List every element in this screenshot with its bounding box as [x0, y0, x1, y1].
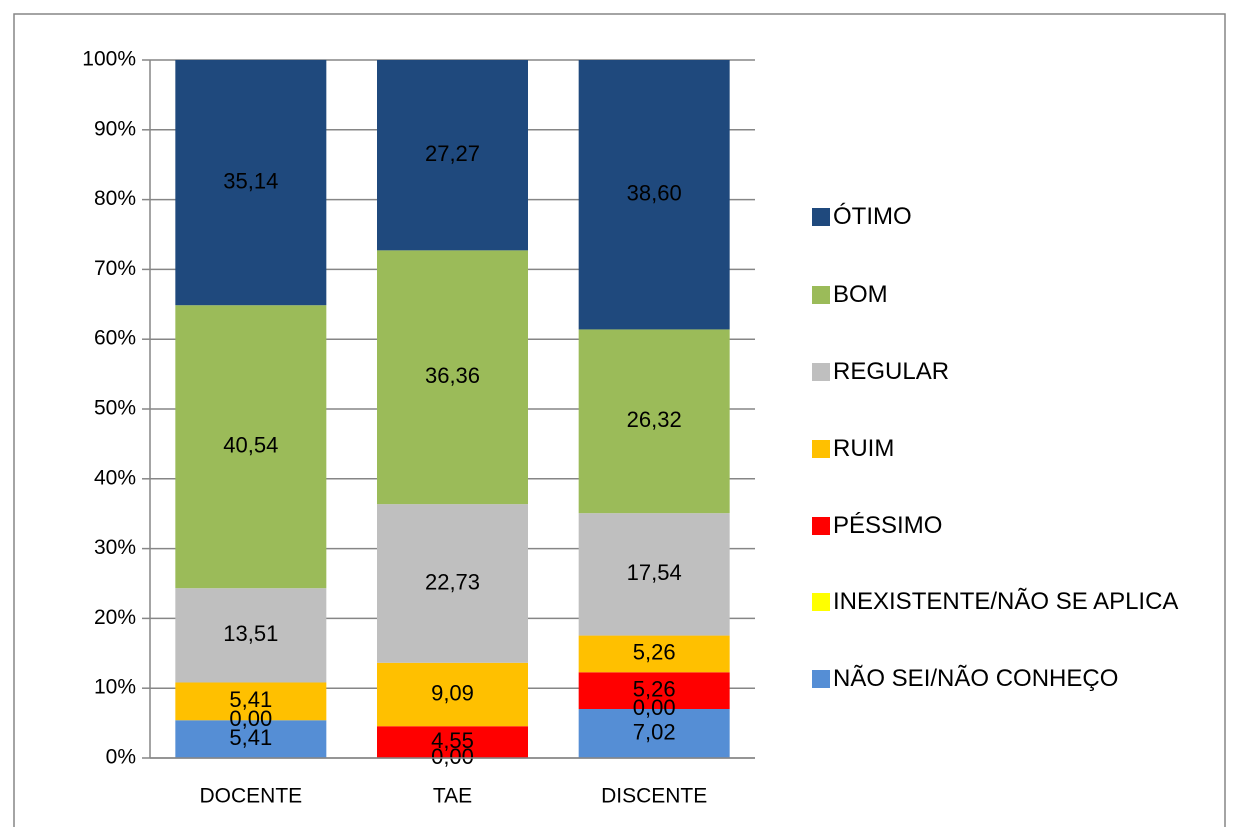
legend-item: RUIM [812, 434, 1218, 464]
legend-swatch [812, 208, 830, 226]
bar-segment [578, 329, 730, 514]
legend-item: PÉSSIMO [812, 511, 1218, 541]
legend-label: ÓTIMO [833, 203, 912, 230]
legend-label: REGULAR [833, 358, 950, 385]
data-label: 13,51 [223, 621, 278, 646]
legend-label: PÉSSIMO [833, 512, 943, 539]
data-label: 17,54 [627, 560, 682, 585]
legend-swatch [812, 593, 830, 611]
legend-swatch [812, 286, 830, 304]
legend-item: BOM [812, 280, 1218, 310]
bar-segment [377, 250, 528, 505]
data-label: 22,73 [425, 569, 480, 594]
y-tick-label: 30% [94, 536, 136, 559]
legend-swatch [812, 440, 830, 458]
legend-label: NÃO SEI/NÃO CONHEÇO [833, 665, 1119, 692]
bar-segment [175, 682, 327, 721]
bar-segment [175, 59, 327, 306]
data-label: 35,14 [223, 168, 278, 193]
legend-swatch [812, 670, 830, 688]
y-tick-label: 100% [82, 48, 136, 71]
chart-border [13, 13, 1226, 827]
legend-item: NÃO SEI/NÃO CONHEÇO [812, 664, 1218, 694]
data-label: 36,36 [425, 363, 480, 388]
bar-segment [377, 504, 528, 663]
y-tick-label: 40% [94, 466, 136, 489]
bar-segment [578, 635, 730, 673]
data-label: 38,60 [627, 181, 682, 206]
data-label: 7,02 [633, 719, 676, 744]
legend-swatch [812, 517, 830, 535]
y-tick-label: 0% [106, 746, 136, 769]
data-label: 4,55 [431, 728, 474, 753]
data-label: 5,41 [229, 725, 272, 750]
data-label: 27,27 [425, 141, 480, 166]
legend-label: BOM [833, 281, 888, 308]
data-label: 9,09 [431, 680, 474, 705]
y-tick-label: 90% [94, 117, 136, 140]
bar-segment [175, 588, 327, 683]
data-label: 5,41 [229, 687, 272, 712]
bar-segment [578, 513, 730, 636]
legend-label: INEXISTENTE/NÃO SE APLICA [833, 588, 1179, 615]
y-tick-label: 10% [94, 676, 136, 699]
bar-segment [377, 60, 528, 251]
data-label: 40,54 [223, 433, 278, 458]
y-tick-label: 20% [94, 606, 136, 629]
x-tick-label: TAE [433, 785, 472, 808]
legend-item: REGULAR [812, 357, 1218, 387]
legend-item: ÓTIMO [812, 202, 1218, 232]
data-label: 5,26 [633, 640, 676, 665]
legend-label: RUIM [833, 435, 895, 462]
bar-segment [175, 720, 327, 758]
bar-segment [578, 672, 730, 710]
y-tick-label: 80% [94, 187, 136, 210]
data-label: 0,00 [229, 706, 272, 731]
data-label: 0,00 [431, 744, 474, 769]
legend-item: INEXISTENTE/NÃO SE APLICA [812, 587, 1218, 617]
bar-segment [578, 709, 730, 758]
y-tick-label: 50% [94, 397, 136, 420]
y-tick-label: 60% [94, 327, 136, 350]
y-tick-label: 70% [94, 257, 136, 280]
bar-segment [175, 305, 327, 589]
bar-segment [377, 726, 528, 758]
data-label: 0,00 [633, 695, 676, 720]
data-label: 5,26 [633, 676, 676, 701]
x-tick-label: DOCENTE [199, 785, 302, 808]
bar-segment [377, 662, 528, 727]
data-label: 26,32 [627, 407, 682, 432]
x-tick-label: DISCENTE [601, 785, 707, 808]
bar-segment [578, 60, 730, 330]
legend-swatch [812, 363, 830, 381]
